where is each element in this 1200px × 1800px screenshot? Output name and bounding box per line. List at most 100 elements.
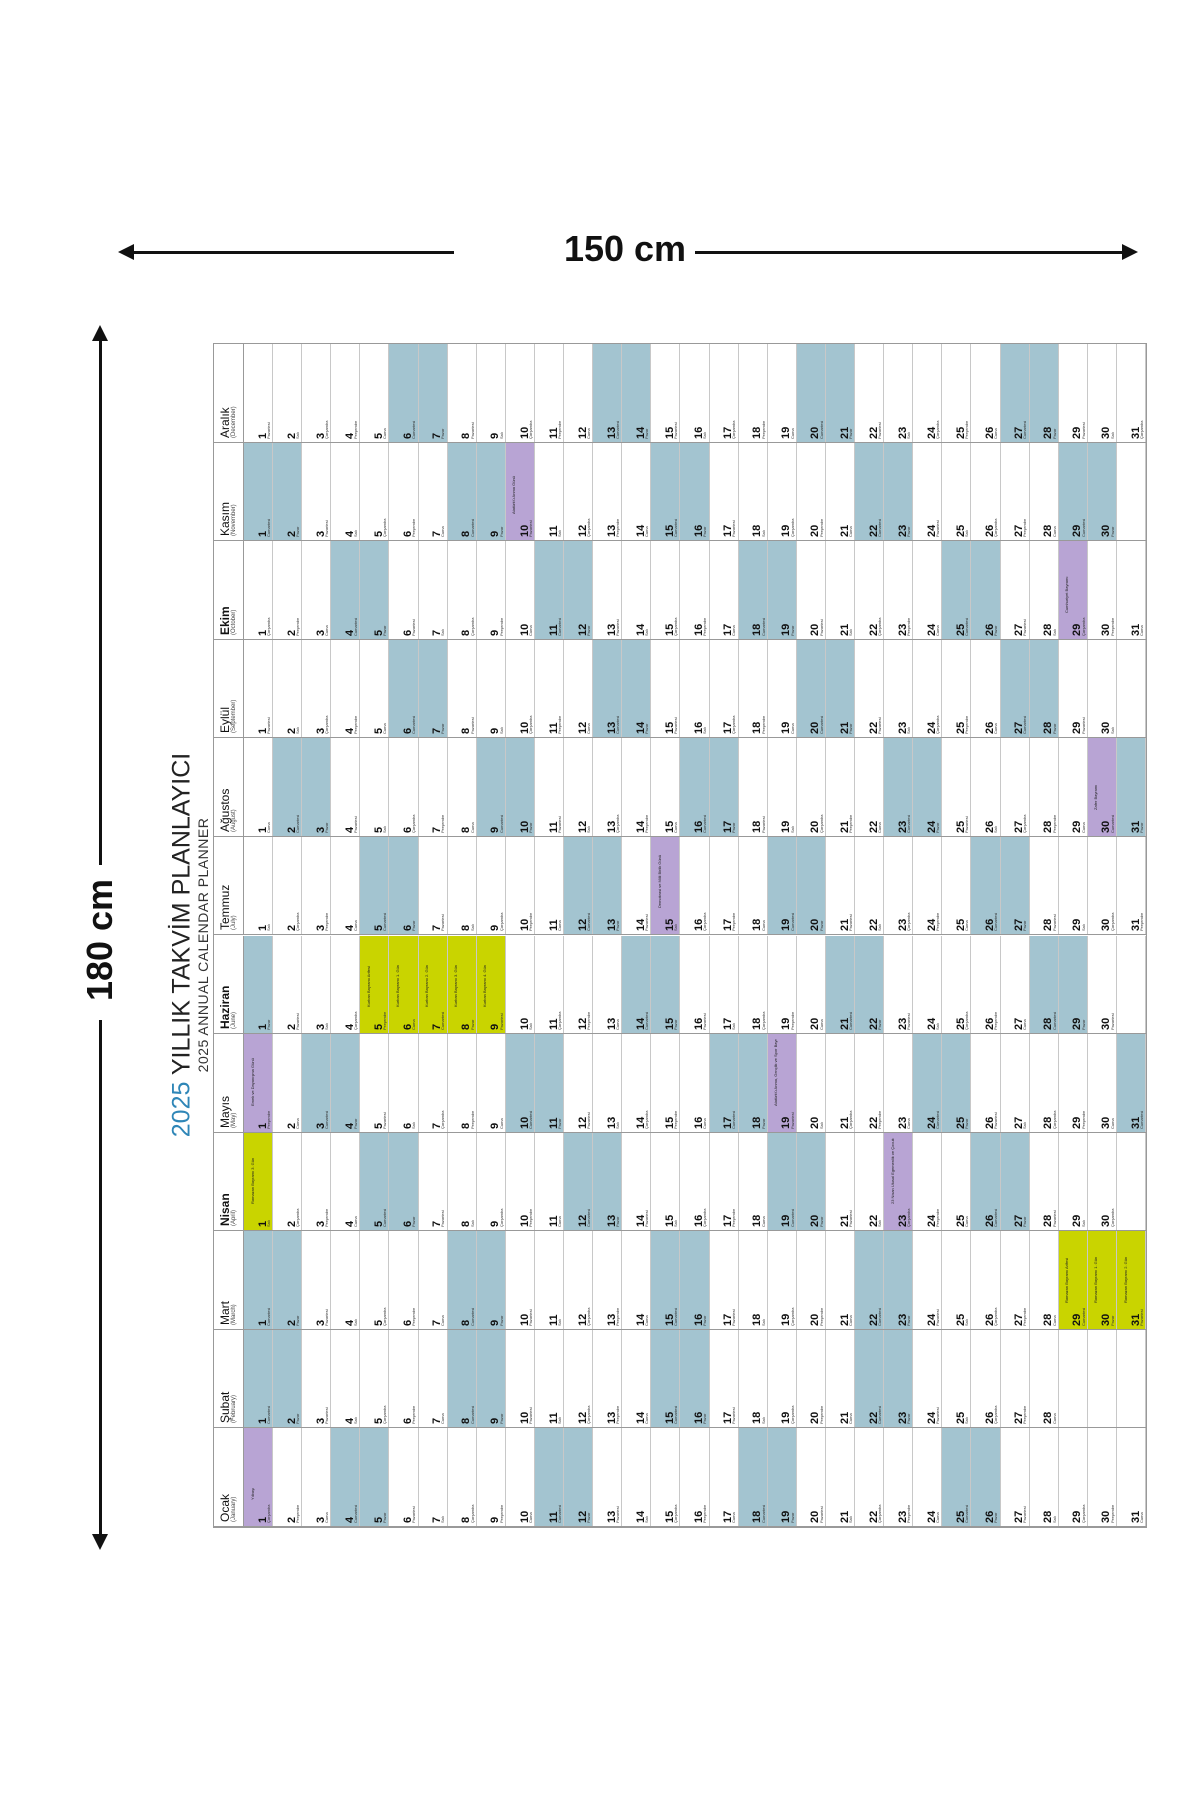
day-note: Ramazan Bayramı 3. Gün (249, 1157, 255, 1205)
weekday-name: Cumartesi (1051, 1011, 1057, 1031)
day-cell: 20 Pazartesi (796, 1428, 826, 1526)
weekday-name: Pazar (906, 526, 912, 538)
day-cell: 1 Perşembe Emek ve Dayanışma Günü (244, 1034, 274, 1132)
month-row: Ağustos (August) 1 Cuma 2 Cumartesi 3 Pazar 4 Paz… (214, 738, 1146, 837)
day-cell: 19 Cumartesi (767, 1132, 797, 1231)
month-name: Aralık (218, 406, 232, 438)
day-note: Atatürk'ü Anma Günü (511, 476, 517, 515)
day-cell: 5 Cuma (360, 639, 390, 738)
day-cell: 6 Perşembe (389, 1231, 419, 1329)
weekday-name: Pazartesi (1051, 1210, 1057, 1228)
day-note: Kurban Bayramı 3. Gün (453, 965, 459, 1008)
weekday-name: Pazar (964, 1118, 970, 1129)
day-cell: 22 Pazartesi (855, 344, 885, 442)
day-cell: 21 Perşembe (825, 738, 856, 836)
day-note: Kurban Bayramı Arifesi (365, 966, 371, 1008)
weekday-name: Cuma (585, 427, 591, 439)
day-cell: 29 Çarşamba (1058, 1428, 1088, 1526)
weekday-name: Pazartesi (789, 1111, 795, 1129)
day-cell: 2 Pazar (273, 442, 303, 541)
day-cell: 30 Salı (1087, 639, 1117, 738)
day-cell: 5 Pazartesi (360, 1034, 390, 1132)
weekday-name: Pazartesi (935, 1309, 941, 1326)
day-cell: 23 Salı (884, 639, 914, 738)
weekday-name: Perşembe (818, 1406, 824, 1425)
day-cell: 12 Pazartesi (564, 1034, 594, 1132)
day-cell: 7 Cuma (418, 1329, 448, 1428)
day-cell: 7 Çarşamba (418, 1034, 448, 1132)
day-cell: 27 Cuma (1000, 935, 1030, 1034)
weekday-name: Pazar (585, 625, 591, 636)
weekday-name: Perşembe (731, 1209, 737, 1228)
day-cell: 3 Çarşamba (302, 344, 332, 442)
month-row: Kasım (November) 1 Cumartesi 2 Pazar 3 Pazartes… (214, 442, 1146, 542)
weekday-name: Cumartesi (673, 1307, 679, 1326)
month-header-10: Kasım (November) (214, 442, 244, 541)
day-cell: 9 Perşembe (476, 1428, 506, 1526)
weekday-name: Salı (469, 1220, 475, 1228)
day-cell: 28 Salı (1029, 541, 1059, 639)
weekday-name: Pazar (1051, 723, 1057, 735)
month-name-english: (August) (231, 809, 237, 832)
month-header-7: Ağustos (August) (214, 738, 244, 836)
day-cell: 27 Pazar (1000, 836, 1030, 935)
day-cell: 22 Cuma (855, 738, 885, 836)
day-cell: 24 Pazartesi (913, 1329, 943, 1428)
weekday-name: Çarşamba (1109, 913, 1115, 932)
weekday-name: Pazartesi (673, 421, 679, 439)
weekday-name: Perşembe (615, 518, 621, 538)
weekday-name: Perşembe (353, 716, 359, 735)
month-name-english: (July) (231, 915, 237, 931)
day-cell: 12 Cumartesi (564, 1132, 594, 1231)
day-cell: 7 Cuma (418, 1231, 448, 1329)
day-cell: 4 Çarşamba (331, 935, 361, 1034)
weekday-name: Cumartesi (411, 420, 417, 439)
day-cell: 30 Pazar (1087, 442, 1117, 541)
day-cell: 27 Pazartesi (1000, 541, 1030, 639)
day-cell: 30 Çarşamba (1087, 836, 1117, 935)
weekday-name: Perşembe (789, 1011, 795, 1031)
weekday-name: Perşembe (673, 1110, 679, 1129)
weekday-name: Pazartesi (556, 816, 562, 833)
weekday-name: Pazartesi (993, 1111, 999, 1129)
day-cell: 2 Perşembe (273, 541, 303, 639)
weekday-name: Çarşamba (935, 715, 941, 735)
day-cell: 23 Cuma (884, 1034, 914, 1132)
day-cell: 14 Pazar (622, 639, 652, 738)
day-cell: 3 Cuma (302, 541, 332, 639)
weekday-name: Salı (440, 1516, 446, 1523)
weekday-name: Cumartesi (469, 1307, 475, 1326)
day-cell: 25 Cumartesi (942, 1428, 972, 1526)
weekday-name: Çarşamba (585, 518, 591, 538)
weekday-name: Çarşamba (906, 913, 912, 932)
weekday-name: Pazar (353, 1118, 359, 1129)
weekday-name: Pazartesi (295, 1013, 300, 1031)
weekday-name: Cuma (1138, 1512, 1144, 1523)
weekday-name: Cumartesi (818, 420, 824, 439)
day-cell: 27 Cumartesi (1000, 639, 1030, 738)
month-header-8: Eylül (September) (214, 639, 244, 738)
month-name-english: (April) (231, 1210, 237, 1227)
weekday-name: Pazartesi (440, 914, 446, 932)
weekday-name: Salı (993, 826, 999, 833)
day-cell: 6 Pazar (389, 1132, 419, 1231)
day-cell: 16 Cuma (680, 1034, 710, 1132)
weekday-name: Pazartesi (353, 816, 359, 833)
day-cell: 15 Çarşamba (651, 541, 681, 639)
weekday-name: Perşembe (731, 913, 737, 932)
weekday-name: Pazar (295, 526, 300, 538)
weekday-name: Pazar (673, 1019, 679, 1031)
weekday-name: Salı (906, 431, 912, 439)
day-cell: 1 Cumartesi (244, 1231, 274, 1329)
weekday-name: Cuma (731, 625, 737, 636)
day-cell: 23 Cumartesi (884, 738, 914, 836)
weekday-name: Cuma (847, 1315, 853, 1326)
day-cell: 14 Cuma (622, 1329, 652, 1428)
weekday-name: Salı (1022, 1121, 1028, 1129)
day-cell: 24 Pazar (913, 738, 943, 836)
weekday-name: Pazartesi (731, 1309, 737, 1326)
month-header-4: Mayıs (May) (214, 1034, 244, 1132)
weekday-name: Çarşamba (295, 913, 300, 932)
weekday-name: Salı (1080, 924, 1086, 932)
weekday-name: Cumartesi (818, 716, 824, 735)
